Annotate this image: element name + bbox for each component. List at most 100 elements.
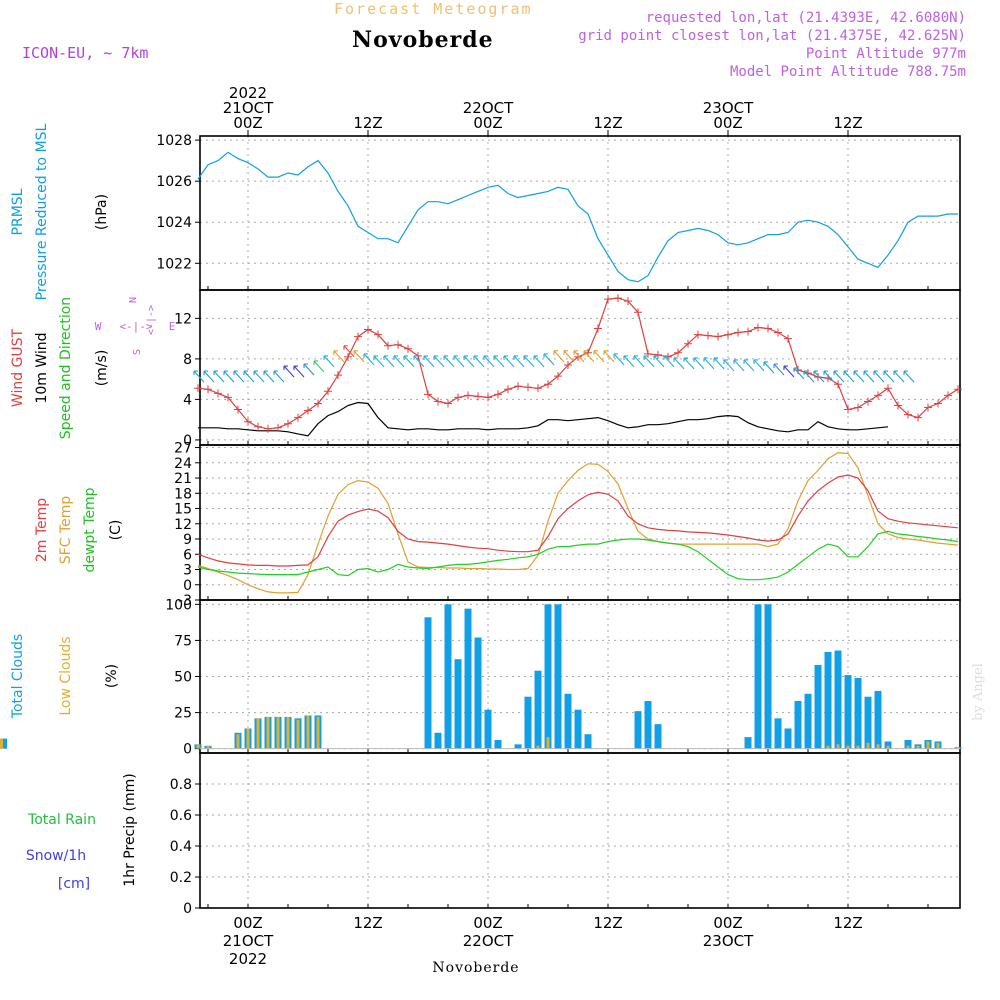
watermark: by Angel bbox=[971, 663, 986, 721]
gust-marker bbox=[464, 391, 472, 400]
gust-marker bbox=[844, 405, 852, 414]
wind-direction-arrow bbox=[193, 370, 205, 383]
total-cloud-bar bbox=[764, 604, 772, 749]
wind-direction-arrow bbox=[673, 357, 685, 370]
total-cloud-bar bbox=[794, 701, 802, 749]
panel-frame-pressure bbox=[199, 135, 961, 291]
total-cloud-bar bbox=[524, 696, 532, 749]
temp-unit-label: (C) bbox=[108, 520, 124, 541]
gust-marker bbox=[204, 385, 212, 394]
pressure-label: Pressure Reduced to MSL bbox=[34, 123, 50, 300]
ytick-label-temp: 3 bbox=[183, 563, 192, 579]
bottom-time-label: 12Z bbox=[833, 914, 862, 932]
bottom-time-label: 23OCT bbox=[703, 932, 754, 950]
bottom-time-label: 22OCT bbox=[463, 932, 514, 950]
low-cloud-bar bbox=[536, 745, 540, 749]
total-cloud-bar bbox=[844, 675, 852, 749]
wind-direction-arrow bbox=[613, 353, 625, 366]
ytick-label-precip: 0.8 bbox=[170, 777, 192, 793]
total-cloud-bar bbox=[634, 711, 642, 749]
gust-marker bbox=[774, 328, 782, 337]
gust-marker bbox=[684, 339, 692, 348]
total-cloud-bar bbox=[564, 693, 572, 749]
ytick-label-temp: 21 bbox=[174, 471, 192, 487]
model-label: ICON-EU, ~ 7km bbox=[22, 44, 149, 62]
gust-marker bbox=[644, 349, 652, 358]
total-cloud-bar bbox=[874, 690, 882, 749]
bottom-time-label: 12Z bbox=[353, 914, 382, 932]
total-cloud-bar bbox=[514, 744, 522, 749]
wind-direction-arrow bbox=[463, 355, 475, 368]
low-cloud-bar bbox=[836, 744, 840, 749]
wind-direction-arrow bbox=[803, 370, 815, 383]
ytick-label-pressure: 1022 bbox=[156, 256, 192, 272]
gust-marker bbox=[924, 403, 932, 412]
total-cloud-bar bbox=[864, 696, 872, 749]
wind-direction-arrow bbox=[763, 361, 775, 374]
total-cloud-bar bbox=[744, 737, 752, 749]
bottom-time-label: 2022 bbox=[229, 950, 267, 968]
temp-label: 2m Temp bbox=[34, 498, 50, 562]
gust-marker bbox=[754, 323, 762, 332]
dewpt-temp-line bbox=[197, 530, 959, 581]
gust-marker bbox=[314, 399, 322, 408]
ytick-label-cloud: 75 bbox=[174, 633, 192, 649]
wind-direction-arrow bbox=[873, 370, 885, 383]
wind-direction-arrow bbox=[773, 363, 785, 376]
low-cloud-bar bbox=[886, 745, 890, 749]
low-cloud-bar bbox=[846, 745, 850, 749]
wind-direction-arrow bbox=[573, 350, 585, 363]
wind-direction-arrow bbox=[423, 355, 435, 368]
panel-frame-temp bbox=[199, 444, 961, 601]
total-cloud-bar bbox=[574, 709, 582, 749]
top-time-label: 2022 bbox=[229, 84, 267, 102]
gust-marker bbox=[244, 417, 252, 426]
gust-marker bbox=[544, 380, 552, 389]
temp-label: dewpt Temp bbox=[82, 487, 98, 572]
bottom-time-label: 12Z bbox=[593, 914, 622, 932]
wind-direction-arrow bbox=[783, 365, 795, 378]
total-cloud-bar bbox=[454, 659, 462, 749]
wind-direction-arrow bbox=[683, 357, 695, 370]
low-cloud-bar bbox=[236, 734, 240, 749]
low-cloud-bar bbox=[546, 737, 550, 749]
compass-n: N bbox=[128, 297, 139, 303]
ytick-label-wind: 8 bbox=[183, 352, 192, 368]
low-cloud-bar bbox=[826, 745, 830, 749]
wind-unit-label: (m/s) bbox=[94, 350, 110, 387]
gust-marker bbox=[944, 391, 952, 400]
gust-marker bbox=[634, 308, 642, 317]
gust-marker bbox=[594, 324, 602, 333]
gust-marker bbox=[194, 384, 202, 393]
low-cloud-bar bbox=[916, 745, 920, 749]
ytick-label-wind: 0 bbox=[183, 433, 192, 449]
gust-marker bbox=[934, 399, 942, 408]
gust-marker bbox=[304, 406, 312, 415]
wind-direction-arrow bbox=[793, 367, 805, 380]
total-cloud-bar bbox=[884, 741, 892, 749]
compass-s: S bbox=[132, 349, 143, 355]
low-cloud-bar bbox=[876, 744, 880, 749]
wind-direction-arrow bbox=[703, 357, 715, 370]
gust-marker bbox=[374, 330, 382, 339]
gust-marker bbox=[884, 384, 892, 393]
gust-marker bbox=[504, 385, 512, 394]
wind-direction-arrow bbox=[233, 370, 245, 383]
low-cloud-bar bbox=[306, 715, 310, 749]
gust-marker bbox=[354, 332, 362, 341]
ytick-label-temp: -3 bbox=[178, 593, 192, 609]
total-cloud-bar bbox=[824, 651, 832, 749]
top-time-label: 00Z bbox=[233, 114, 262, 132]
gust-marker bbox=[554, 372, 562, 381]
total-cloud-bar bbox=[544, 604, 552, 749]
low-cloud-bar bbox=[866, 742, 870, 749]
top-time-label: 12Z bbox=[593, 114, 622, 132]
ytick-label-temp: 0 bbox=[183, 578, 192, 594]
top-time-label: 12Z bbox=[353, 114, 382, 132]
low-cloud-bar bbox=[276, 716, 280, 749]
wind-direction-arrow bbox=[813, 370, 825, 383]
ytick-label-temp: 15 bbox=[174, 502, 192, 518]
wind-direction-arrow bbox=[893, 370, 905, 383]
gust-marker bbox=[214, 389, 222, 398]
